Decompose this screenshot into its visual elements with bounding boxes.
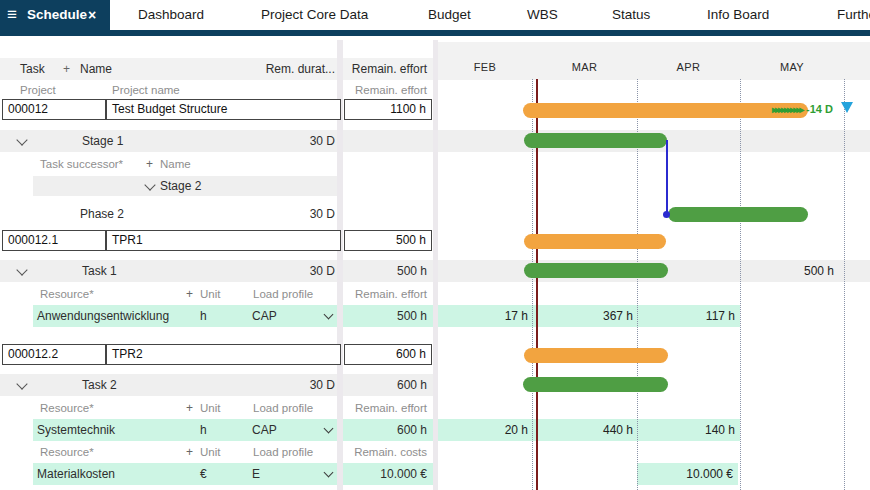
tab-info-board[interactable]: Info Board	[707, 0, 769, 30]
buffer-label: -14 D	[806, 102, 833, 116]
resource-header-load-profile: Load profile	[253, 285, 313, 303]
resource3-load-profile-select[interactable]: E	[252, 463, 260, 485]
successor-header-name: Name	[160, 154, 191, 174]
tpr2-gantt-bar[interactable]	[524, 348, 668, 363]
col-header-rem-duration: Rem. durat...	[240, 58, 335, 80]
tpr1-id-field[interactable]: 000012.1	[2, 230, 106, 251]
resource-header-remain-costs: Remain. costs	[340, 443, 427, 461]
link-connector-line	[666, 140, 668, 214]
resource1-load-profile-select[interactable]: CAP	[252, 305, 277, 327]
resource1-apr-value[interactable]: 117 h	[640, 305, 735, 327]
resource1-mar-value[interactable]: 367 h	[537, 305, 633, 327]
tpr2-name-field[interactable]: TPR2	[106, 344, 341, 365]
task1-overload-value: 500 h	[770, 260, 834, 282]
task2-effort: 600 h	[340, 374, 427, 396]
resource-header-remain-effort: Remain. effort	[340, 399, 427, 417]
col-header-name: Name	[80, 58, 112, 80]
task2-duration: 30 D	[280, 374, 335, 396]
phase2-gantt-bar[interactable]	[668, 207, 808, 222]
phase2-label[interactable]: Phase 2	[80, 204, 124, 224]
resource-header-unit: Unit	[200, 399, 220, 417]
col-header-remain-effort: Remain. effort	[340, 58, 427, 80]
project-gantt-bar[interactable]	[523, 103, 808, 118]
buffer-chevrons-icon: ▸▸▸▸▸▸▸▸▸▸	[772, 104, 802, 116]
tab-dashboard[interactable]: Dashboard	[138, 0, 204, 30]
month-gridline	[844, 79, 845, 490]
resource2-unit: h	[200, 419, 207, 441]
add-successor-button[interactable]: +	[146, 154, 153, 174]
resource1-effort: 500 h	[340, 305, 427, 327]
subheader-project-name: Project name	[112, 82, 180, 98]
project-id-field[interactable]: 000012	[2, 99, 106, 120]
resource3-unit: €	[200, 463, 207, 485]
month-label-may: MAY	[740, 58, 844, 76]
tab-wbs[interactable]: WBS	[527, 0, 558, 30]
resource2-feb-value[interactable]: 20 h	[438, 419, 528, 441]
stage1-duration: 30 D	[280, 130, 335, 152]
tab-status[interactable]: Status	[612, 0, 650, 30]
task1-duration: 30 D	[280, 260, 335, 282]
task2-gantt-bar[interactable]	[523, 377, 668, 392]
task2-label[interactable]: Task 2	[82, 374, 117, 396]
resource-header-label: Resource*	[40, 443, 94, 461]
resource-header-remain-effort: Remain. effort	[340, 285, 427, 303]
tpr1-name-field[interactable]: TPR1	[106, 230, 341, 251]
add-resource-button[interactable]: +	[186, 285, 193, 303]
link-connector-dot	[663, 211, 670, 218]
tpr1-effort-field[interactable]: 500 h	[344, 230, 432, 251]
resource-header-unit: Unit	[200, 285, 220, 303]
resource2-effort: 600 h	[340, 419, 427, 441]
resource-header-label: Resource*	[40, 399, 94, 417]
resource-header-label: Resource*	[40, 285, 94, 303]
resource3-costs: 10.000 €	[340, 463, 427, 485]
resource2-mar-value[interactable]: 440 h	[537, 419, 633, 441]
task1-effort: 500 h	[340, 260, 427, 282]
stage1-label[interactable]: Stage 1	[82, 130, 123, 152]
resource2-load-profile-select[interactable]: CAP	[252, 419, 277, 441]
phase2-duration: 30 D	[280, 204, 335, 224]
tpr2-id-field[interactable]: 000012.2	[2, 344, 106, 365]
tab-project-core-data[interactable]: Project Core Data	[261, 0, 368, 30]
tab-bar: ≡ Schedule × Dashboard Project Core Data…	[0, 0, 870, 30]
tpr1-gantt-bar[interactable]	[524, 234, 666, 249]
add-resource-button[interactable]: +	[186, 399, 193, 417]
resource1-name[interactable]: Anwendungsentwicklung	[37, 305, 169, 327]
col-header-task: Task	[20, 58, 45, 80]
add-resource-button[interactable]: +	[186, 443, 193, 461]
resource1-unit: h	[200, 305, 207, 327]
task1-label[interactable]: Task 1	[82, 260, 117, 282]
resource3-apr-costs[interactable]: 10.000 €	[640, 463, 733, 485]
month-gridline	[740, 79, 741, 490]
schedule-end-marker-icon[interactable]	[841, 102, 853, 113]
add-task-button[interactable]: +	[63, 58, 70, 80]
month-label-mar: MAR	[532, 58, 637, 76]
resource2-name[interactable]: Systemtechnik	[37, 419, 115, 441]
tab-schedule-label: Schedule	[27, 0, 87, 30]
month-label-apr: APR	[637, 58, 740, 76]
schedule-module: ≡ Schedule × Dashboard Project Core Data…	[0, 0, 870, 490]
task1-gantt-bar[interactable]	[524, 263, 668, 278]
resource3-name[interactable]: Materialkosten	[37, 463, 115, 485]
subheader-project: Project	[20, 82, 56, 98]
tab-further[interactable]: Furthe	[837, 0, 870, 30]
stage2-label[interactable]: Stage 2	[160, 176, 201, 196]
tabbar-underline	[0, 30, 870, 36]
tab-budget[interactable]: Budget	[428, 0, 471, 30]
stage1-gantt-bar[interactable]	[524, 133, 667, 148]
project-name-field[interactable]: Test Budget Structure	[106, 99, 341, 120]
tpr2-effort-field[interactable]: 600 h	[344, 344, 432, 365]
menu-icon[interactable]: ≡	[7, 0, 17, 30]
subheader-remain-effort: Remain. effort	[340, 82, 427, 98]
resource2-apr-value[interactable]: 140 h	[640, 419, 735, 441]
month-label-feb: FEB	[438, 58, 532, 76]
resource-header-load-profile: Load profile	[253, 443, 313, 461]
resource-header-load-profile: Load profile	[253, 399, 313, 417]
close-icon[interactable]: ×	[88, 0, 96, 30]
project-effort-field[interactable]: 1100 h	[344, 99, 432, 120]
successor-header-label: Task successor*	[40, 154, 123, 174]
resource-header-unit: Unit	[200, 443, 220, 461]
resource1-feb-value[interactable]: 17 h	[438, 305, 528, 327]
